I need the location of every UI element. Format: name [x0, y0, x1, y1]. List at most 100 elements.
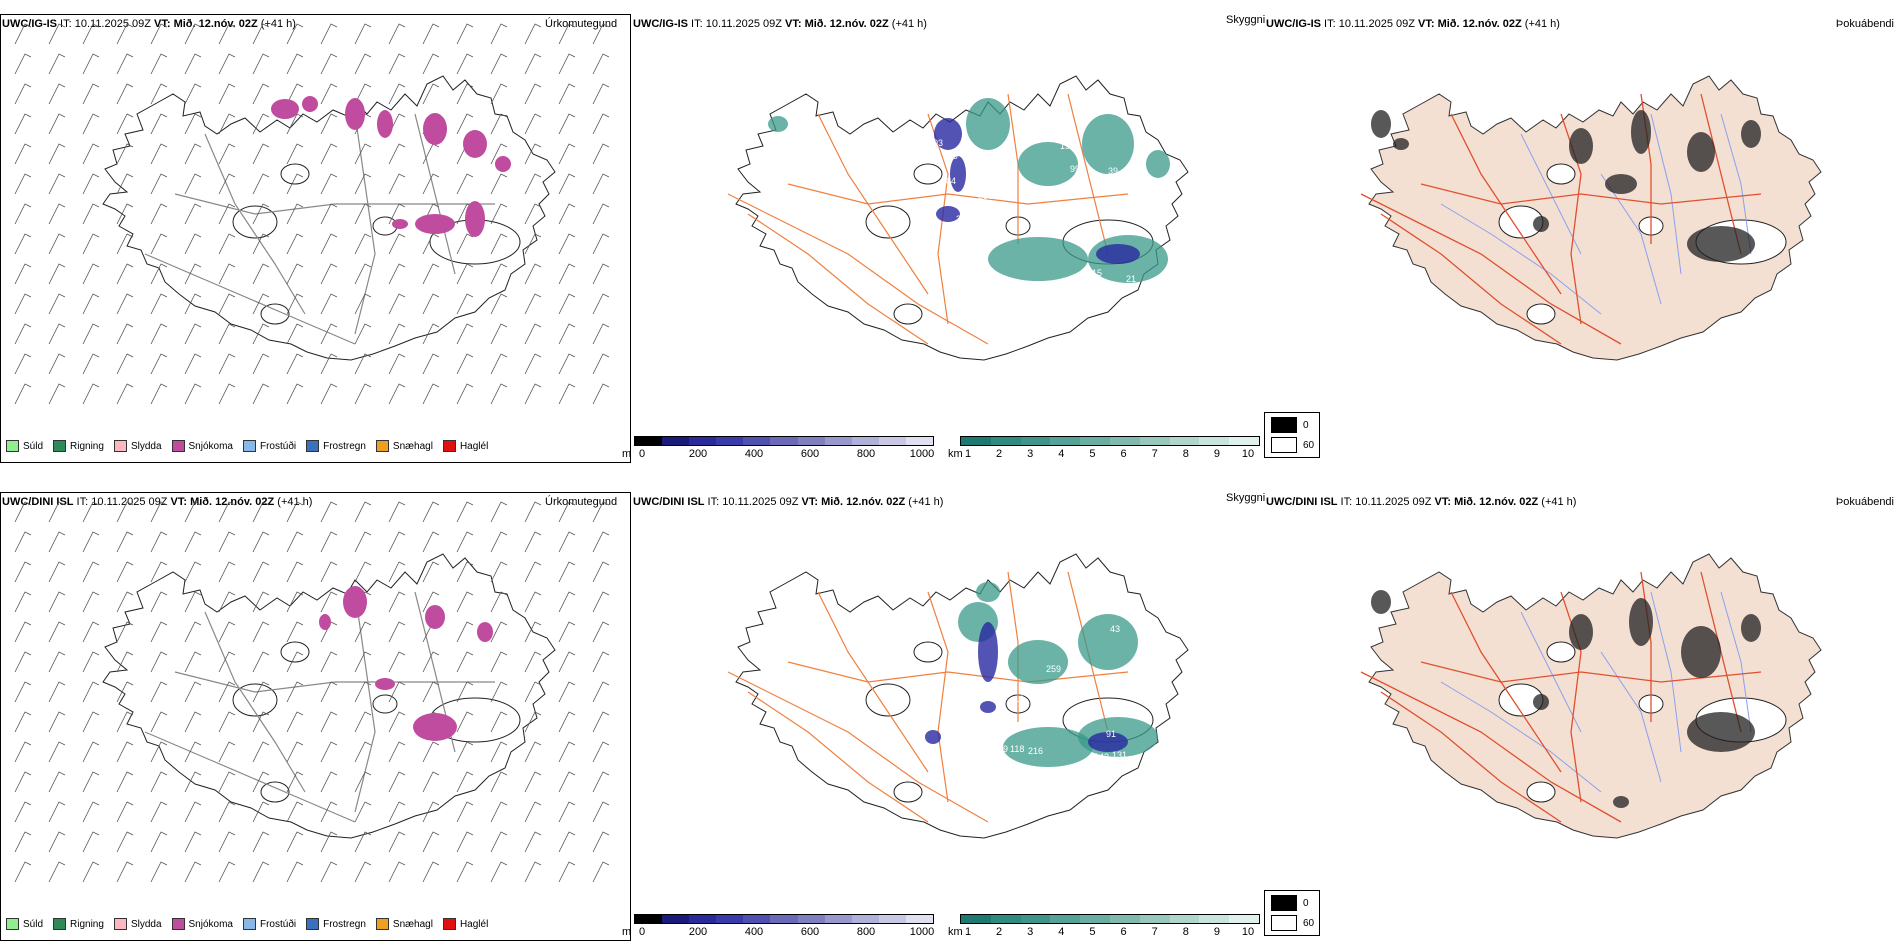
wind-barb: [286, 173, 304, 195]
wind-barb: [524, 591, 542, 613]
colorbar-cell: [635, 437, 663, 445]
colorbar-cell: [1050, 915, 1081, 923]
wind-barb: [48, 591, 66, 613]
wind-barb: [14, 831, 32, 853]
wind-barb: [286, 561, 304, 583]
river-line: [1520, 611, 1582, 733]
wind-barb: [456, 741, 474, 763]
wind-barb: [116, 621, 134, 643]
colorbar-cell: [1080, 437, 1110, 445]
wind-barb: [218, 203, 236, 225]
colorbar-unit: m: [622, 926, 632, 938]
wind-barb: [14, 741, 32, 763]
wind-barb: [150, 621, 168, 643]
wind-barb: [558, 83, 576, 105]
wind-barb: [82, 861, 100, 883]
wind-barb: [320, 353, 338, 375]
wind-barb: [354, 501, 372, 523]
colorbar-cell: [1020, 915, 1051, 923]
wind-barb: [558, 621, 576, 643]
wind-barb: [490, 353, 508, 375]
legend-item: Rigning: [53, 918, 104, 930]
wind-barb: [388, 293, 406, 315]
glacier-outline: [260, 781, 290, 803]
snow-area: [465, 201, 485, 237]
wind-barb: [354, 53, 372, 75]
wind-barb: [286, 143, 304, 165]
wind-barb: [490, 861, 508, 883]
wind-barb: [490, 801, 508, 823]
wind-barb: [82, 621, 100, 643]
wind-barb: [116, 681, 134, 703]
colorbar-cell: [743, 437, 771, 445]
cloud-base-label: 15: [1048, 714, 1058, 724]
wind-barb: [116, 501, 134, 523]
legend-item: Slydda: [113, 440, 162, 452]
cloud-base-label: 94: [978, 714, 988, 724]
wind-barb: [320, 771, 338, 793]
snow-area: [319, 614, 331, 630]
wind-barb: [320, 113, 338, 135]
wind-barb: [286, 53, 304, 75]
cloud-base-label: 259: [978, 191, 993, 201]
wind-barb: [354, 263, 372, 285]
wind-barb: [592, 561, 610, 583]
wind-barb: [14, 173, 32, 195]
river-line: [1600, 173, 1662, 305]
colorbar-tick: 400: [744, 448, 764, 460]
legend-swatch: [442, 440, 456, 452]
road-line: [1420, 183, 1762, 205]
colorbar-cell: [1109, 437, 1140, 445]
wind-barb: [14, 353, 32, 375]
wind-barb: [150, 83, 168, 105]
wind-barb: [422, 383, 440, 405]
wind-barb: [150, 771, 168, 793]
legend-label: Frostúði: [259, 918, 297, 930]
snow-area: [345, 98, 365, 130]
wind-barb: [150, 263, 168, 285]
wind-barb: [14, 203, 32, 225]
wind-barb: [524, 861, 542, 883]
wind-barb: [82, 143, 100, 165]
wind-barb: [150, 53, 168, 75]
wind-barb: [116, 323, 134, 345]
wind-barb: [14, 771, 32, 793]
colorbar-tick: 1: [964, 926, 972, 938]
wind-barb: [456, 531, 474, 553]
wind-barb: [320, 83, 338, 105]
wind-barb: [184, 741, 202, 763]
wind-barb: [592, 23, 610, 45]
legend-item: Frostúði: [242, 440, 296, 452]
wind-barb: [490, 741, 508, 763]
glacier-outline: [1546, 163, 1576, 185]
legend-swatch: [375, 440, 389, 452]
wind-barb: [490, 293, 508, 315]
colorbar-cell: [689, 437, 717, 445]
fog-label: Þokuábendi: [1835, 18, 1894, 30]
colorbar-cell: [770, 915, 798, 923]
wind-barb: [456, 173, 474, 195]
wind-barb: [524, 23, 542, 45]
wind-barb: [456, 651, 474, 673]
panel-title: UWC/DINI ISL IT: 10.11.2025 09Z VT: Mið.…: [1266, 496, 1576, 508]
wind-barb: [422, 233, 440, 255]
wind-barb: [286, 591, 304, 613]
wind-barb: [150, 831, 168, 853]
wind-barb: [490, 591, 508, 613]
wind-barb: [184, 651, 202, 673]
wind-barb: [524, 263, 542, 285]
low-ceiling-area: [950, 156, 966, 192]
colorbar-tick: 4: [1058, 926, 1065, 938]
glacier-outline: [865, 205, 911, 239]
wind-barb: [150, 801, 168, 823]
wind-barb: [286, 801, 304, 823]
wind-barb: [82, 771, 100, 793]
snow-area: [495, 156, 511, 172]
fog-map: [1360, 75, 1822, 361]
wind-barb: [14, 233, 32, 255]
wind-barb: [456, 561, 474, 583]
wind-barb: [150, 293, 168, 315]
wind-barb: [184, 711, 202, 733]
wind-barb: [184, 353, 202, 375]
iceland-outline: [735, 553, 1189, 839]
